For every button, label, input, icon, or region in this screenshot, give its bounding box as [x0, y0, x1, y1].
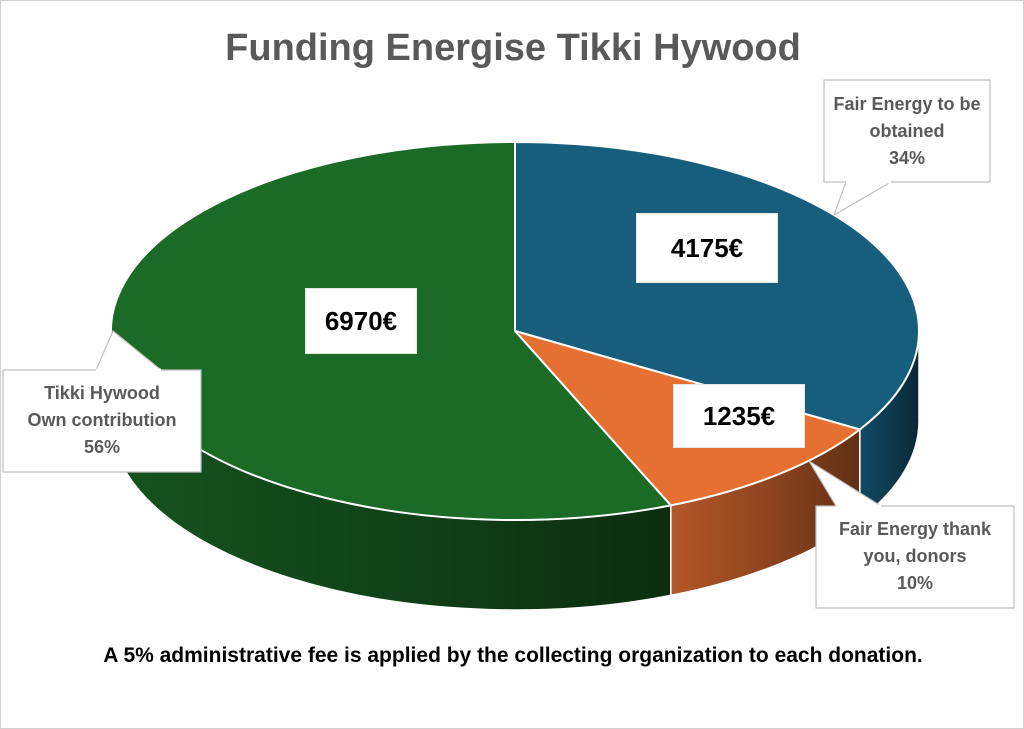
- callout-percent: 10%: [896, 573, 934, 593]
- callout-fair-energy-donors: Fair Energy thank you, donors 10%: [816, 516, 1014, 597]
- callout-own-contribution: Tikki Hywood Own contribution 56%: [3, 380, 201, 461]
- value-label-own-contribution: 6970€: [305, 288, 417, 354]
- callout-line: Fair Energy to be: [833, 94, 981, 114]
- callout-line: Tikki Hywood: [44, 383, 160, 403]
- callout-box-blue-pointer: [832, 181, 892, 217]
- value-label-fair-energy-donors: 1235€: [673, 384, 805, 448]
- callout-box-orange: [815, 505, 1015, 609]
- callout-box-orange-pointer: [808, 460, 882, 507]
- callout-percent: 34%: [888, 148, 926, 168]
- callout-fair-energy-to-be-obtained: Fair Energy to be obtained 34%: [824, 91, 990, 172]
- callout-line: obtained: [869, 121, 945, 141]
- callout-percent: 56%: [83, 437, 121, 457]
- callout-box-blue: [823, 79, 991, 183]
- callout-line: you, donors: [863, 546, 967, 566]
- chart-title: Funding Energise Tikki Hywood: [225, 27, 801, 69]
- footnote: A 5% administrative fee is applied by th…: [103, 644, 923, 667]
- callout-line: Fair Energy thank: [838, 519, 992, 539]
- pie-slice: [514, 140, 920, 431]
- callout-line: Own contribution: [27, 410, 177, 430]
- value-label-fair-energy-to-be-obtained: 4175€: [636, 213, 778, 283]
- callout-box-green-pointer: [95, 330, 162, 371]
